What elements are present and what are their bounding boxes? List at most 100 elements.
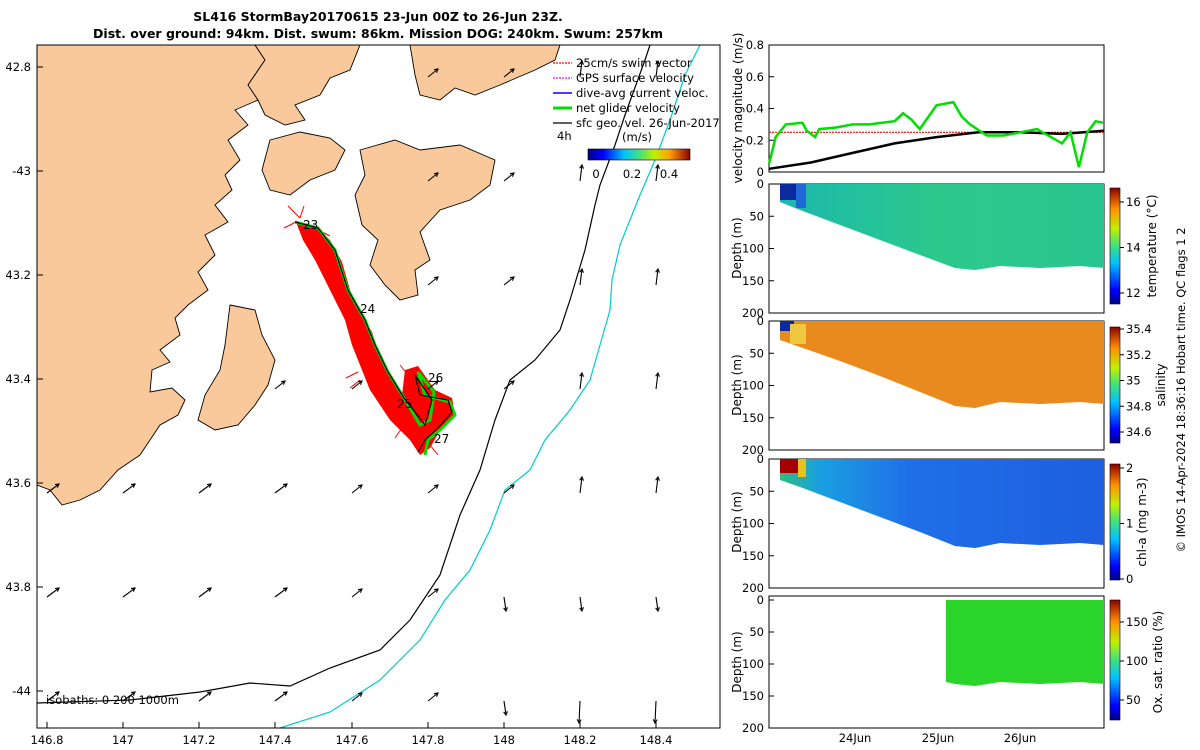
map-x-ticklabel: 147.8 [412, 733, 445, 747]
geo-arrow-head [655, 267, 660, 273]
geo-arrow-head [503, 711, 508, 717]
salinity-colorbar-ticks: 34.6 34.8 35 35.2 35.4 [1120, 322, 1152, 439]
temperature-depth-ticks: 0 50 100 150 200 [742, 177, 774, 320]
geo-arrow-shaft [427, 172, 439, 182]
track-red-band [296, 222, 455, 455]
geo-arrow-head [130, 587, 136, 592]
map-y-ticks: 42.8 -43 43.2 43.4 43.6 43.8 -44 [5, 60, 43, 698]
depth-ticklabel: 0 [757, 314, 764, 328]
geo-arrow-shaft [198, 483, 212, 494]
colorbar-ticklabel: 34.6 [1126, 425, 1152, 439]
geo-arrow-shaft [503, 276, 515, 286]
geo-arrow-shaft [351, 484, 363, 494]
velocity-y-ticks: 0 0.2 0.4 0.6 0.8 [746, 38, 774, 179]
geo-arrow-shaft [274, 691, 288, 702]
geo-arrow-head [357, 484, 363, 489]
geo-arrow-head [54, 483, 60, 488]
geo-arrow-head [433, 380, 439, 385]
day-label-23: 23 [303, 218, 318, 232]
velocity-ticklabel: 0.8 [746, 38, 764, 52]
geo-arrow-head [579, 475, 584, 481]
geo-arrow-head [655, 371, 660, 377]
geo-arrow-head [206, 483, 212, 488]
geo-arrow-shaft [46, 587, 60, 598]
geo-arrow-shaft [655, 372, 659, 390]
salinity-surface-low [780, 321, 794, 331]
depth-ticklabel: 200 [742, 721, 764, 735]
velocity-colorbar [587, 148, 691, 161]
depth-ticklabel: 50 [749, 484, 764, 498]
geo-arrow-shaft [427, 276, 439, 286]
map-y-ticklabel: 43.8 [5, 580, 31, 594]
net-glider-speed-line [767, 100, 1105, 168]
day-label-27: 27 [434, 432, 449, 446]
colorbar-unit: (m/s) [622, 130, 652, 144]
sfc-geo-speed-line [768, 129, 1105, 171]
isobath-1000 [279, 45, 701, 728]
depth-ticklabel: 150 [742, 274, 764, 288]
geo-arrow-head [579, 59, 584, 65]
colorbar-ticklabel: 34.8 [1126, 399, 1152, 413]
temperature-ylabel: Depth (m) [730, 217, 744, 278]
map-x-ticklabel: 147.6 [336, 733, 369, 747]
title-line2: Dist. over ground: 94km. Dist. swum: 86k… [93, 26, 663, 41]
depth-ticklabel: 100 [742, 242, 764, 256]
legend-item-gps: GPS surface velocity [553, 71, 694, 85]
geo-arrow-head [357, 692, 363, 697]
map-x-ticklabel: 148 [493, 733, 515, 747]
map-x-ticklabel: 146.8 [31, 733, 64, 747]
chla-colorbar [1109, 463, 1121, 581]
depth-ticklabel: 100 [742, 379, 764, 393]
geo-arrow-shaft [503, 484, 515, 494]
geo-arrow-shaft [579, 60, 583, 78]
velocity-ticklabel: 0.4 [746, 102, 764, 116]
depth-ticklabel: 150 [742, 549, 764, 563]
colorbar-ticklabel: 35.4 [1126, 322, 1152, 336]
oxygen-ylabel: Depth (m) [730, 631, 744, 692]
geo-arrow-head [433, 588, 439, 593]
geo-arrow-head [509, 172, 515, 177]
oxygen-colorbar [1109, 599, 1121, 721]
geo-arrow-head [282, 483, 288, 488]
time-tick-24jun: 24Jun [839, 731, 872, 745]
depth-ticklabel: 50 [749, 209, 764, 223]
salinity-depth-ticks: 0 50 100 150 200 [742, 314, 774, 457]
legend-item-net: net glider velocity [553, 101, 680, 115]
geo-arrow-shaft [46, 691, 60, 702]
geo-arrow-head [357, 380, 363, 385]
time-tick-25jun: 25Jun [922, 731, 955, 745]
geo-arrow-shaft [427, 68, 439, 78]
geo-arrow-shaft [503, 68, 515, 78]
geo-arrow-shaft [579, 372, 583, 390]
geo-arrow-shaft [198, 587, 212, 598]
legend-label-swim: 25cm/s swim vector [576, 56, 692, 70]
land-tasman-peninsula [354, 139, 496, 301]
map-y-ticklabel: -43 [12, 164, 31, 178]
colorbar-ticklabel: 1 [1126, 517, 1133, 531]
geo-arrow-shaft [427, 692, 439, 702]
map-legend: 25cm/s swim vector GPS surface velocity … [553, 56, 720, 181]
temperature-colorbar-ticks: 12 14 16 [1120, 195, 1141, 300]
geo-arrow-shaft [46, 483, 60, 494]
geo-arrow-head [509, 484, 515, 489]
day-labels: 23 24 25 26 27 [303, 218, 449, 446]
colorbar-ticklabel: 12 [1126, 286, 1141, 300]
credit-text: © IMOS 14-Apr-2024 18:36:16 Hobart time.… [1174, 227, 1188, 552]
geo-arrow-shaft [198, 691, 212, 702]
depth-ticklabel: 50 [749, 625, 764, 639]
day-label-26: 26 [428, 371, 443, 385]
chla-section [780, 459, 1104, 548]
geo-arrow-head [576, 719, 582, 725]
map-y-ticklabel: 43.6 [5, 476, 31, 490]
depth-ticklabel: 200 [742, 581, 764, 595]
map-panel: 23 24 25 26 27 146.8 147 147.2 147.4 147.6 14… [5, 44, 721, 747]
geo-arrow-head [579, 371, 584, 377]
depth-ticklabel: 200 [742, 443, 764, 457]
depth-ticklabel: 0 [757, 452, 764, 466]
oxygen-section [946, 600, 1104, 686]
geo-arrow-head [655, 475, 660, 481]
day-label-25: 25 [397, 397, 412, 411]
salinity-section [780, 321, 1104, 408]
geo-arrow-shaft [655, 596, 659, 612]
geo-arrow-head [509, 68, 515, 73]
